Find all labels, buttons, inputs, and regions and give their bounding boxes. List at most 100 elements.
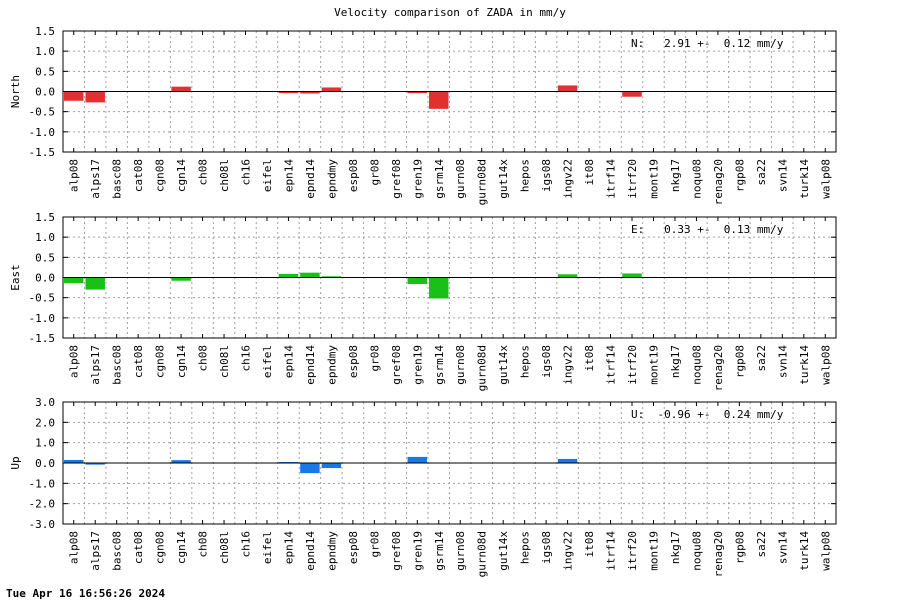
x-tick-label: ch08l (218, 531, 231, 564)
x-tick-label: svn14 (776, 531, 789, 564)
bar-up-epndmy (321, 463, 342, 469)
x-tick-label: itrf14 (605, 345, 618, 385)
y-tick-label: -0.5 (29, 292, 56, 305)
x-tick-label: walp08 (819, 159, 832, 199)
x-tick-label: svn14 (776, 159, 789, 192)
bar-east-epn14 (278, 273, 299, 278)
bar-up-gren19 (407, 456, 428, 463)
y-tick-label: 1.5 (35, 25, 55, 38)
y-tick-label: 1.0 (35, 231, 55, 244)
x-tick-label: epnd14 (304, 531, 317, 571)
y-axis-label: Up (9, 456, 22, 469)
x-tick-label: sa22 (755, 531, 768, 558)
x-tick-label: noqu08 (690, 531, 703, 571)
y-tick-label: 0.0 (35, 272, 55, 285)
x-tick-label: rgp08 (733, 159, 746, 192)
x-tick-label: rgp08 (733, 345, 746, 378)
x-tick-label: basc08 (111, 345, 124, 385)
x-tick-label: ch08 (197, 345, 210, 372)
y-tick-label: -2.0 (29, 498, 56, 511)
x-tick-label: cgn14 (175, 345, 188, 378)
x-tick-label: cat08 (132, 159, 145, 192)
x-tick-label: basc08 (111, 531, 124, 571)
y-tick-label: -0.5 (29, 106, 56, 119)
x-tick-label: renag20 (712, 531, 725, 577)
x-tick-label: ch08 (197, 159, 210, 186)
chart-title: Velocity comparison of ZADA in mm/y (334, 6, 566, 19)
x-tick-label: hepos (519, 531, 532, 564)
x-tick-label: gut14x (497, 345, 510, 385)
bar-north-itrf20 (622, 91, 642, 97)
x-tick-label: noqu08 (690, 159, 703, 199)
y-tick-label: 0.0 (35, 457, 55, 470)
x-tick-label: alps17 (89, 345, 102, 385)
x-tick-label: noqu08 (690, 345, 703, 385)
x-tick-label: gref08 (390, 531, 403, 571)
x-tick-label: epndmy (325, 531, 338, 571)
bar-east-ingv22 (557, 274, 578, 278)
bar-east-alps17 (85, 277, 105, 290)
x-tick-label: epndmy (325, 159, 338, 199)
y-tick-label: -1.5 (29, 146, 56, 159)
x-tick-label: eifel (261, 531, 274, 564)
x-tick-label: gr08 (368, 345, 381, 372)
bar-up-epnd14 (300, 463, 320, 474)
x-tick-label: nkg17 (669, 531, 682, 564)
velocity-annotation: E: 0.33 +- 0.13 mm/y (631, 223, 784, 236)
y-axis-label: North (9, 75, 22, 108)
x-tick-label: alp08 (68, 531, 81, 564)
x-tick-label: gref08 (390, 159, 403, 199)
x-tick-label: itrf14 (605, 159, 618, 199)
x-tick-label: cat08 (132, 531, 145, 564)
bar-east-gsrm14 (429, 277, 449, 299)
bar-north-ingv22 (557, 85, 578, 92)
x-tick-label: hepos (519, 345, 532, 378)
x-tick-label: svn14 (776, 345, 789, 378)
x-tick-label: gref08 (390, 345, 403, 385)
x-tick-label: mont19 (647, 531, 660, 571)
y-tick-label: 3.0 (35, 396, 55, 409)
y-tick-label: -1.0 (29, 126, 56, 139)
y-tick-label: 0.5 (35, 65, 55, 78)
bar-north-gsrm14 (429, 91, 449, 109)
x-tick-label: walp08 (819, 345, 832, 385)
x-tick-label: mont19 (647, 159, 660, 199)
x-tick-label: alp08 (68, 159, 81, 192)
timestamp: Tue Apr 16 16:56:26 2024 (6, 587, 165, 600)
x-tick-label: gurn08d (476, 531, 489, 577)
x-tick-label: ch08 (197, 531, 210, 558)
bar-up-ingv22 (557, 458, 578, 463)
x-tick-label: epnd14 (304, 345, 317, 385)
x-tick-label: ingv22 (562, 531, 575, 571)
y-tick-label: -1.5 (29, 332, 56, 345)
x-tick-label: turk14 (798, 159, 811, 199)
bar-up-cgn14 (171, 460, 191, 463)
x-tick-label: cgn08 (154, 345, 167, 378)
bar-north-epnd14 (300, 91, 320, 94)
y-tick-label: 0.5 (35, 251, 55, 264)
x-tick-label: ch16 (240, 159, 253, 186)
x-tick-label: gsrm14 (433, 159, 446, 199)
bar-north-cgn14 (171, 86, 191, 92)
x-tick-label: gren19 (411, 345, 424, 385)
x-tick-label: ingv22 (562, 159, 575, 199)
y-tick-label: 1.0 (35, 437, 55, 450)
x-tick-label: basc08 (111, 159, 124, 199)
x-tick-label: nkg17 (669, 159, 682, 192)
x-tick-label: cgn08 (154, 159, 167, 192)
x-tick-label: gurn08 (454, 345, 467, 385)
bar-east-epnd14 (300, 272, 320, 278)
x-tick-label: cgn14 (175, 531, 188, 564)
bar-east-itrf20 (622, 273, 642, 278)
x-tick-label: itrf14 (605, 531, 618, 571)
bar-north-alp08 (64, 91, 84, 101)
x-tick-label: gren19 (411, 531, 424, 571)
x-tick-label: cgn14 (175, 159, 188, 192)
x-tick-label: turk14 (798, 531, 811, 571)
x-tick-label: alp08 (68, 345, 81, 378)
x-tick-label: epndmy (325, 345, 338, 385)
x-tick-label: epnd14 (304, 159, 317, 199)
x-tick-label: walp08 (819, 531, 832, 571)
x-tick-label: alps17 (89, 159, 102, 199)
x-tick-label: gurn08 (454, 159, 467, 199)
